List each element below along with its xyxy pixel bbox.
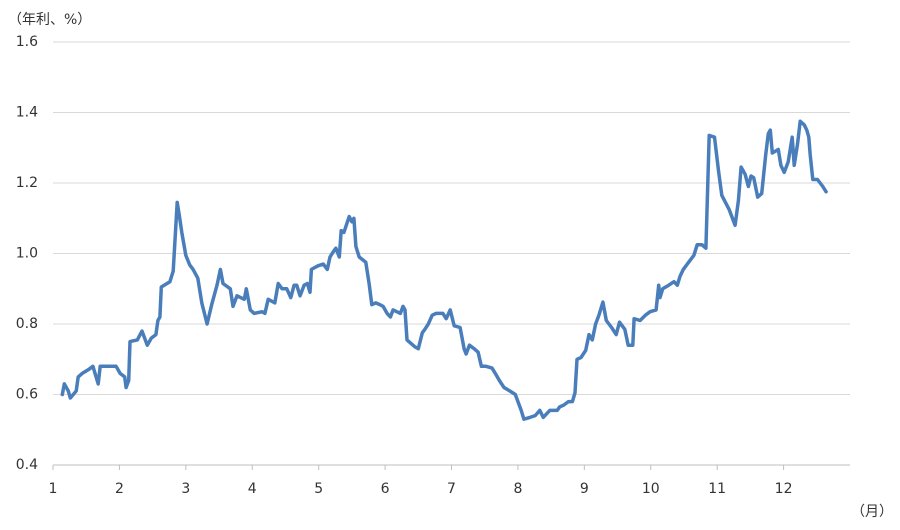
line (60, 119, 828, 421)
x-axis-label: （月） (851, 504, 893, 520)
x-tick-label: 4 (248, 481, 257, 497)
x-tick-label: 11 (708, 481, 726, 497)
x-tick-label: 7 (447, 481, 456, 497)
x-tick-label: 10 (642, 481, 660, 497)
y-tick-label: 1.0 (16, 246, 38, 262)
x-tick-label: 3 (181, 481, 190, 497)
y-axis-label: （年利、%） (8, 12, 91, 28)
y-tick-label: 0.6 (16, 387, 38, 403)
x-tick-label: 6 (381, 481, 390, 497)
x-tick-label: 2 (115, 481, 124, 497)
y-tick-label: 1.2 (16, 175, 38, 191)
y-tick-label: 1.6 (16, 34, 38, 50)
y-tick-label: 0.4 (16, 457, 38, 473)
x-tick-label: 12 (775, 481, 793, 497)
y-tick-label: 0.8 (16, 316, 38, 332)
y-tick-label: 1.4 (16, 105, 38, 121)
x-tick-label: 5 (314, 481, 323, 497)
x-tick-label: 1 (49, 481, 58, 497)
x-tick-label: 9 (580, 481, 589, 497)
x-tick-label: 8 (513, 481, 522, 497)
